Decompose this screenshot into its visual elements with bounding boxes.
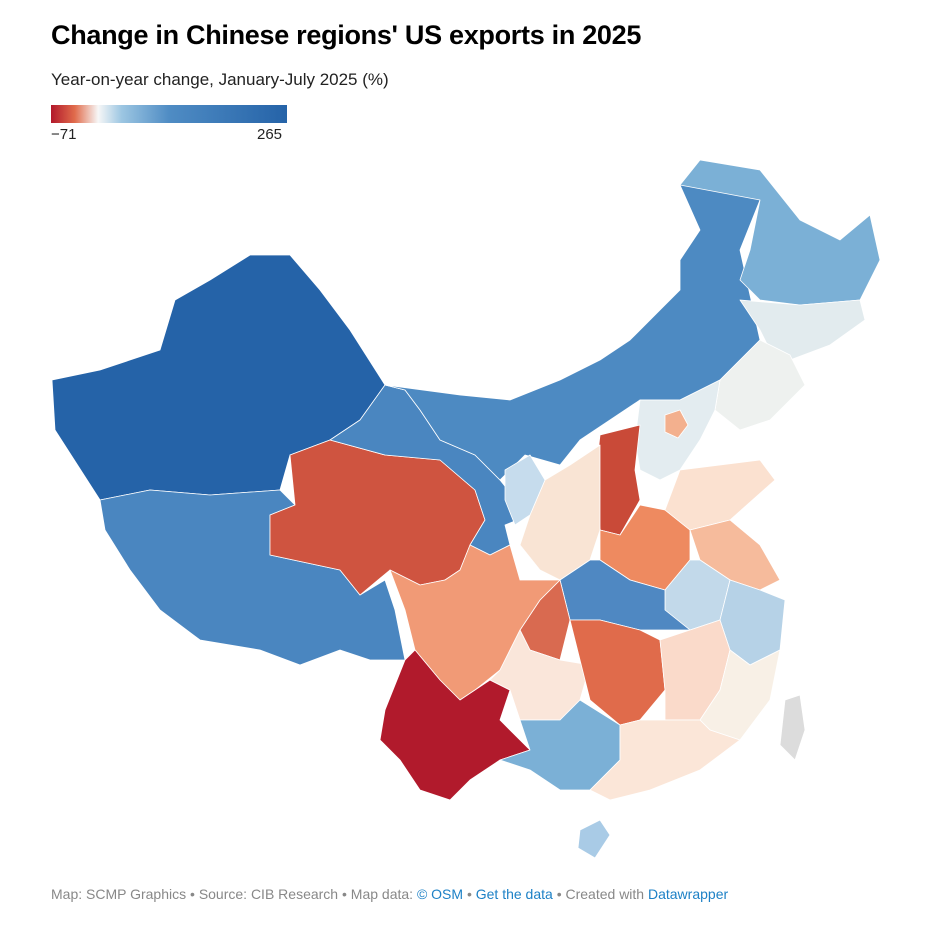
region-hunan[interactable] <box>569 619 666 726</box>
region-heilongjiang[interactable] <box>679 159 881 306</box>
legend-max-label: 265 <box>257 126 283 143</box>
map-data-label: Map data: <box>350 886 417 902</box>
chart-title: Change in Chinese regions' US exports in… <box>51 20 642 50</box>
datawrapper-link[interactable]: Datawrapper <box>647 886 729 902</box>
legend-min-label: −71 <box>51 126 77 143</box>
region-liaoning[interactable] <box>714 339 806 431</box>
region-guangdong[interactable] <box>589 719 741 801</box>
get-the-data-link[interactable]: Get the data <box>475 886 553 902</box>
color-legend-bar <box>51 105 287 123</box>
region-tibet[interactable] <box>99 489 406 666</box>
region-hainan[interactable] <box>577 819 611 859</box>
region-inner-mongolia[interactable] <box>384 174 761 481</box>
source-credit: Source: CIB Research <box>198 886 339 902</box>
chart-subtitle: Year-on-year change, January-July 2025 (… <box>51 70 389 89</box>
separator: • <box>338 886 351 902</box>
created-with-label: Created with <box>565 886 648 902</box>
region-jilin[interactable] <box>739 299 866 361</box>
region-shandong[interactable] <box>664 459 776 531</box>
map-credit: Map: SCMP Graphics <box>51 886 187 902</box>
region-ningxia[interactable] <box>504 454 546 526</box>
separator: • <box>552 886 566 902</box>
separator: • <box>186 886 199 902</box>
region-beijing-tianjin[interactable] <box>664 409 689 439</box>
osm-link[interactable]: © OSM <box>416 886 464 902</box>
footer-credits: Map: SCMP Graphics • Source: CIB Researc… <box>51 886 728 902</box>
separator: • <box>463 886 476 902</box>
region-taiwan <box>779 694 806 761</box>
